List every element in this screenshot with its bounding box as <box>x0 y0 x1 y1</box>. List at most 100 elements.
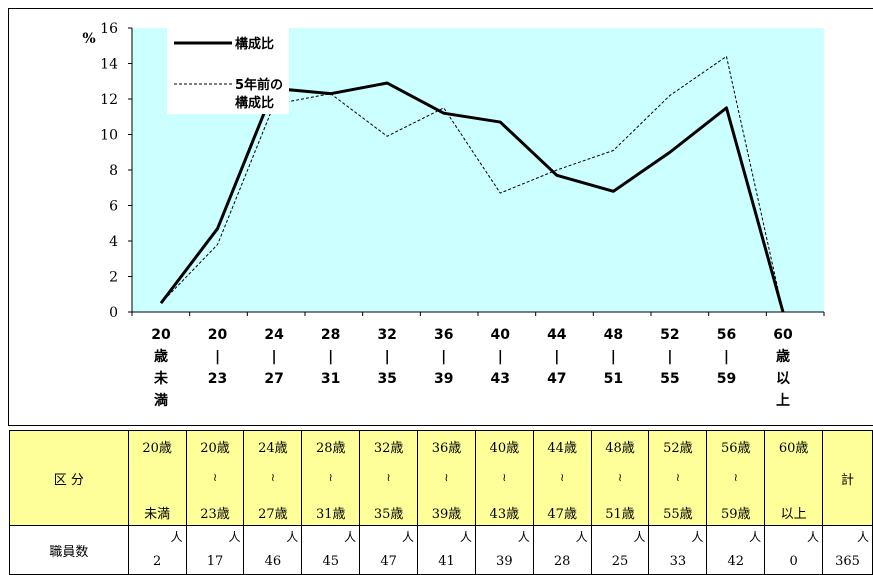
row-label: 職員数 <box>49 544 89 560</box>
age-group-bottom: 39歳 <box>431 507 462 522</box>
staff-count-cell: 人 45 <box>301 525 361 575</box>
legend-label-5yr-ago-line1: 5年前の <box>235 77 283 93</box>
age-group-bottom: 以上 <box>780 507 807 522</box>
unit-label: 人 <box>517 530 530 544</box>
x-tick-label: | <box>554 349 559 365</box>
x-tick-label: 35 <box>377 371 396 387</box>
unit-label: 人 <box>749 530 762 544</box>
staff-count: 25 <box>611 554 629 569</box>
header-label-cell: 区 分 <box>9 430 129 526</box>
age-group-mid: ≀ <box>560 471 565 484</box>
age-group-bottom: 23歳 <box>200 507 230 522</box>
age-group-header: 56歳 ≀ 59歳 <box>706 430 766 526</box>
age-group-mid: ≀ <box>212 471 218 484</box>
x-tick-label: 歳 <box>776 348 790 365</box>
x-tick-label: 32 <box>377 327 396 343</box>
age-group-top: 60歳 <box>778 441 809 456</box>
age-group-mid: ≀ <box>733 471 738 484</box>
age-group-bottom: 43歳 <box>489 507 520 522</box>
staff-count-cell: 人 42 <box>706 525 766 575</box>
x-tick-label: 31 <box>321 371 340 387</box>
unit-label: 人 <box>856 530 869 544</box>
staff-count: 46 <box>264 554 282 569</box>
x-tick-label: 40 <box>491 327 511 343</box>
staff-count: 47 <box>380 554 397 569</box>
age-group-header: 60歳以上 <box>764 430 824 526</box>
staff-count-cell: 人 41 <box>417 525 476 575</box>
header-label: 区 分 <box>53 472 84 488</box>
x-tick-label: 満 <box>154 392 168 409</box>
y-tick-label: 14 <box>100 57 118 73</box>
staff-count: 0 <box>789 554 798 569</box>
age-group-header: 20歳 ≀ 23歳 <box>185 430 245 526</box>
age-group-mid: ≀ <box>386 471 391 484</box>
age-group-bottom: 未満 <box>144 507 171 522</box>
unit-label: 人 <box>286 530 299 544</box>
staff-count: 42 <box>727 554 745 569</box>
age-group-bottom: 27歳 <box>258 507 288 522</box>
y-tick-label: 6 <box>109 199 118 215</box>
y-tick-label: 12 <box>100 92 118 108</box>
age-group-bottom: 51歳 <box>605 507 635 522</box>
age-group-mid: ≀ <box>270 471 275 484</box>
age-group-top: 40歳 <box>489 441 520 456</box>
age-group-header: 32歳 ≀ 35歳 <box>359 430 419 526</box>
staff-count: 17 <box>206 554 224 569</box>
total-label: 計 <box>841 472 855 488</box>
header-row: 区 分 20歳 未満 20歳 ≀ 23歳 24歳 ≀ 27歳 28歳 ≀ 31歳 32歳 ≀ 35歳 36歳… <box>9 430 873 526</box>
x-tick-label: | <box>385 349 390 365</box>
legend-label-current: 構成比 <box>235 36 274 52</box>
staff-count-cell: 人 17 <box>185 525 245 575</box>
age-group-mid: ≀ <box>328 471 333 484</box>
x-tick-label: | <box>667 349 672 365</box>
x-tick-label: 56 <box>717 327 736 343</box>
y-tick-label: 2 <box>109 270 118 286</box>
x-tick-label: 48 <box>604 327 623 343</box>
x-tick-label: 60 <box>773 327 793 343</box>
legend-label-5yr-ago-line2: 構成比 <box>235 95 274 111</box>
age-group-header: 52歳 ≀ 55歳 <box>648 430 708 526</box>
y-tick-label: 4 <box>109 234 118 250</box>
x-tick-label: 59 <box>717 371 736 387</box>
x-tick-label: 歳 <box>154 348 168 365</box>
age-group-top: 24歳 <box>258 441 288 456</box>
x-tick-label: 44 <box>547 327 567 343</box>
x-tick-label: 28 <box>321 327 340 343</box>
age-group-top: 20歳 <box>200 441 230 456</box>
age-group-mid: ≀ <box>502 471 507 484</box>
age-group-bottom: 55歳 <box>663 507 693 522</box>
age-group-mid: ≀ <box>675 471 680 484</box>
age-group-top: 56歳 <box>720 441 751 456</box>
staff-count: 33 <box>669 554 687 569</box>
x-tick-label: 39 <box>434 371 453 387</box>
age-group-mid: ≀ <box>444 471 449 484</box>
age-group-top: 52歳 <box>663 441 693 456</box>
x-tick-label: 43 <box>491 371 510 387</box>
row-label-cell: 職員数 <box>9 525 129 575</box>
total-count: 365 <box>835 554 860 569</box>
unit-label: 人 <box>691 530 704 544</box>
x-tick-label: 47 <box>547 371 566 387</box>
series-line-5yr-ago <box>160 55 784 313</box>
age-group-top: 32歳 <box>373 441 404 456</box>
y-tick-label: 0 <box>109 305 118 321</box>
age-group-top: 44歳 <box>547 441 577 456</box>
age-group-header: 20歳未満 <box>127 430 187 526</box>
x-tick-label: 55 <box>660 371 679 387</box>
value-row: 職員数 人 2 人 17 人 46 人 45 人 47 人 41 人 39 人 28 人 25 人 33 人 42 人 0 人 3… <box>9 525 873 575</box>
age-group-header: 40歳 ≀ 43歳 <box>474 430 534 526</box>
y-tick-label: 8 <box>109 163 118 179</box>
y-axis-unit: % <box>82 31 95 47</box>
unit-label: 人 <box>807 530 820 544</box>
x-tick-label: 以 <box>776 371 790 387</box>
staff-count-cell: 人 33 <box>648 525 708 575</box>
x-tick-label: 52 <box>660 327 679 343</box>
age-group-top: 36歳 <box>431 441 462 456</box>
unit-label: 人 <box>459 530 472 544</box>
staff-count: 41 <box>438 554 455 569</box>
staff-count-cell: 人 46 <box>243 525 303 575</box>
age-group-top: 20歳 <box>142 441 172 456</box>
x-tick-label: | <box>215 349 220 365</box>
